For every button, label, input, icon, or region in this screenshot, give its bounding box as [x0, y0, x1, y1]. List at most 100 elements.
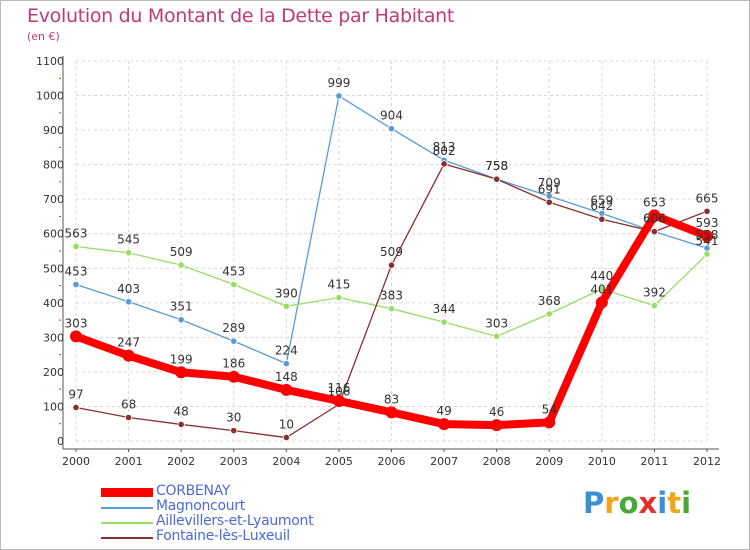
data-label-magnoncourt: 606: [643, 212, 666, 226]
data-point-aillevillers[interactable]: [282, 302, 290, 310]
data-labels: 303 247 199 186 148 116 83 49 46 54 401 653 593 453 40…: [65, 76, 719, 432]
data-label-magnoncourt: 224: [275, 344, 298, 358]
data-point-magnoncourt[interactable]: [335, 92, 343, 100]
data-point-aillevillers[interactable]: [598, 285, 606, 293]
data-label-aillevillers: 303: [485, 316, 508, 330]
data-label-aillevillers: 415: [327, 278, 350, 292]
data-point-fontaine[interactable]: [440, 160, 448, 168]
data-point-aillevillers[interactable]: [230, 280, 238, 289]
data-point-magnoncourt[interactable]: [387, 125, 396, 133]
logo-letter: o: [618, 486, 639, 520]
x-tick-label: 2011: [640, 455, 668, 468]
data-label-corbenay: 46: [489, 405, 504, 419]
data-point-magnoncourt[interactable]: [282, 360, 290, 368]
data-point-fontaine[interactable]: [72, 403, 80, 412]
data-label-fontaine: 509: [380, 245, 403, 259]
y-tick-label: 900: [43, 124, 64, 137]
data-label-aillevillers: 453: [222, 265, 245, 279]
data-point-corbenay[interactable]: [227, 370, 240, 383]
data-point-corbenay[interactable]: [490, 419, 503, 432]
data-point-fontaine[interactable]: [124, 413, 133, 422]
legend-label-aillevillers: Aillevillers-et-Lyaumont: [156, 513, 314, 529]
data-point-corbenay[interactable]: [543, 416, 556, 429]
data-point-aillevillers[interactable]: [493, 332, 501, 340]
data-point-fontaine[interactable]: [545, 198, 553, 206]
data-point-corbenay[interactable]: [385, 406, 398, 419]
data-point-aillevillers[interactable]: [177, 261, 185, 269]
data-label-magnoncourt: 659: [590, 193, 613, 207]
data-point-aillevillers[interactable]: [387, 305, 396, 313]
data-point-magnoncourt[interactable]: [177, 316, 185, 324]
y-tick-label: 800: [43, 159, 64, 172]
x-tick-label: 2006: [378, 455, 406, 468]
logo-letter: x: [638, 486, 658, 520]
data-point-corbenay[interactable]: [701, 230, 713, 243]
data-label-magnoncourt: 351: [170, 300, 193, 314]
data-point-corbenay[interactable]: [122, 349, 135, 362]
data-point-fontaine[interactable]: [703, 207, 711, 215]
data-label-magnoncourt: 558: [696, 228, 719, 242]
data-point-fontaine[interactable]: [387, 261, 396, 269]
data-point-corbenay[interactable]: [70, 330, 82, 343]
data-point-magnoncourt[interactable]: [124, 298, 133, 306]
data-label-aillevillers: 545: [117, 233, 140, 247]
data-label-corbenay: 116: [327, 381, 350, 395]
data-label-corbenay: 247: [117, 336, 140, 350]
legend-swatch-corbenay: [101, 488, 153, 497]
data-point-aillevillers[interactable]: [72, 242, 80, 251]
data-label-fontaine: 68: [121, 398, 136, 412]
legend-label-magnoncourt: Magnoncourt: [156, 498, 245, 514]
data-label-magnoncourt: 758: [485, 159, 508, 173]
logo-letter: t: [667, 486, 682, 520]
data-point-aillevillers[interactable]: [440, 318, 448, 326]
logo-letter: P: [583, 486, 605, 520]
data-label-fontaine: 30: [226, 411, 241, 425]
data-label-magnoncourt: 999: [327, 76, 350, 90]
data-label-fontaine: 802: [433, 144, 456, 158]
data-point-aillevillers[interactable]: [335, 294, 343, 302]
data-point-corbenay[interactable]: [648, 209, 661, 222]
data-label-fontaine: 758: [485, 159, 508, 173]
data-label-aillevillers: 390: [275, 286, 298, 300]
data-point-corbenay[interactable]: [438, 418, 451, 431]
legend-label-fontaine: Fontaine-lès-Luxeuil: [156, 528, 290, 544]
data-label-fontaine: 642: [590, 199, 613, 213]
data-label-corbenay: 303: [65, 316, 88, 330]
data-point-fontaine[interactable]: [230, 427, 238, 435]
y-tick-label: 200: [43, 366, 64, 379]
data-label-corbenay: 83: [384, 392, 399, 406]
data-point-aillevillers[interactable]: [703, 250, 711, 258]
data-point-aillevillers[interactable]: [124, 249, 133, 257]
data-point-fontaine[interactable]: [282, 433, 290, 442]
x-tick-label: 2001: [115, 455, 143, 468]
data-label-magnoncourt: 813: [433, 140, 456, 154]
logo-letter: r: [604, 486, 619, 520]
data-label-corbenay: 199: [170, 352, 193, 366]
x-tick-label: 2005: [325, 455, 353, 468]
data-label-fontaine: 48: [174, 404, 189, 418]
data-point-aillevillers[interactable]: [545, 310, 553, 318]
data-label-magnoncourt: 403: [117, 282, 140, 296]
data-label-corbenay: 54: [542, 402, 557, 416]
data-label-aillevillers: 541: [696, 234, 719, 248]
data-point-magnoncourt[interactable]: [72, 280, 80, 289]
data-label-aillevillers: 344: [433, 302, 456, 316]
data-label-aillevillers: 392: [643, 286, 666, 300]
data-point-corbenay[interactable]: [332, 394, 345, 407]
data-point-fontaine[interactable]: [177, 420, 185, 429]
data-point-magnoncourt[interactable]: [230, 337, 238, 345]
x-tick-label: 2002: [167, 455, 195, 468]
data-point-corbenay[interactable]: [175, 366, 188, 379]
data-point-corbenay[interactable]: [280, 383, 293, 396]
data-point-fontaine[interactable]: [493, 175, 501, 183]
data-point-corbenay[interactable]: [595, 296, 608, 309]
data-point-fontaine[interactable]: [598, 215, 606, 223]
data-label-corbenay: 401: [590, 282, 613, 296]
legend-label-corbenay: CORBENAY: [156, 483, 231, 499]
y-tick-label: 600: [43, 228, 64, 241]
data-point-aillevillers[interactable]: [650, 301, 659, 310]
data-label-corbenay: 148: [275, 370, 298, 384]
y-tick-label: 700: [43, 193, 64, 206]
data-point-fontaine[interactable]: [650, 228, 659, 236]
logo-letter: i: [681, 486, 692, 520]
